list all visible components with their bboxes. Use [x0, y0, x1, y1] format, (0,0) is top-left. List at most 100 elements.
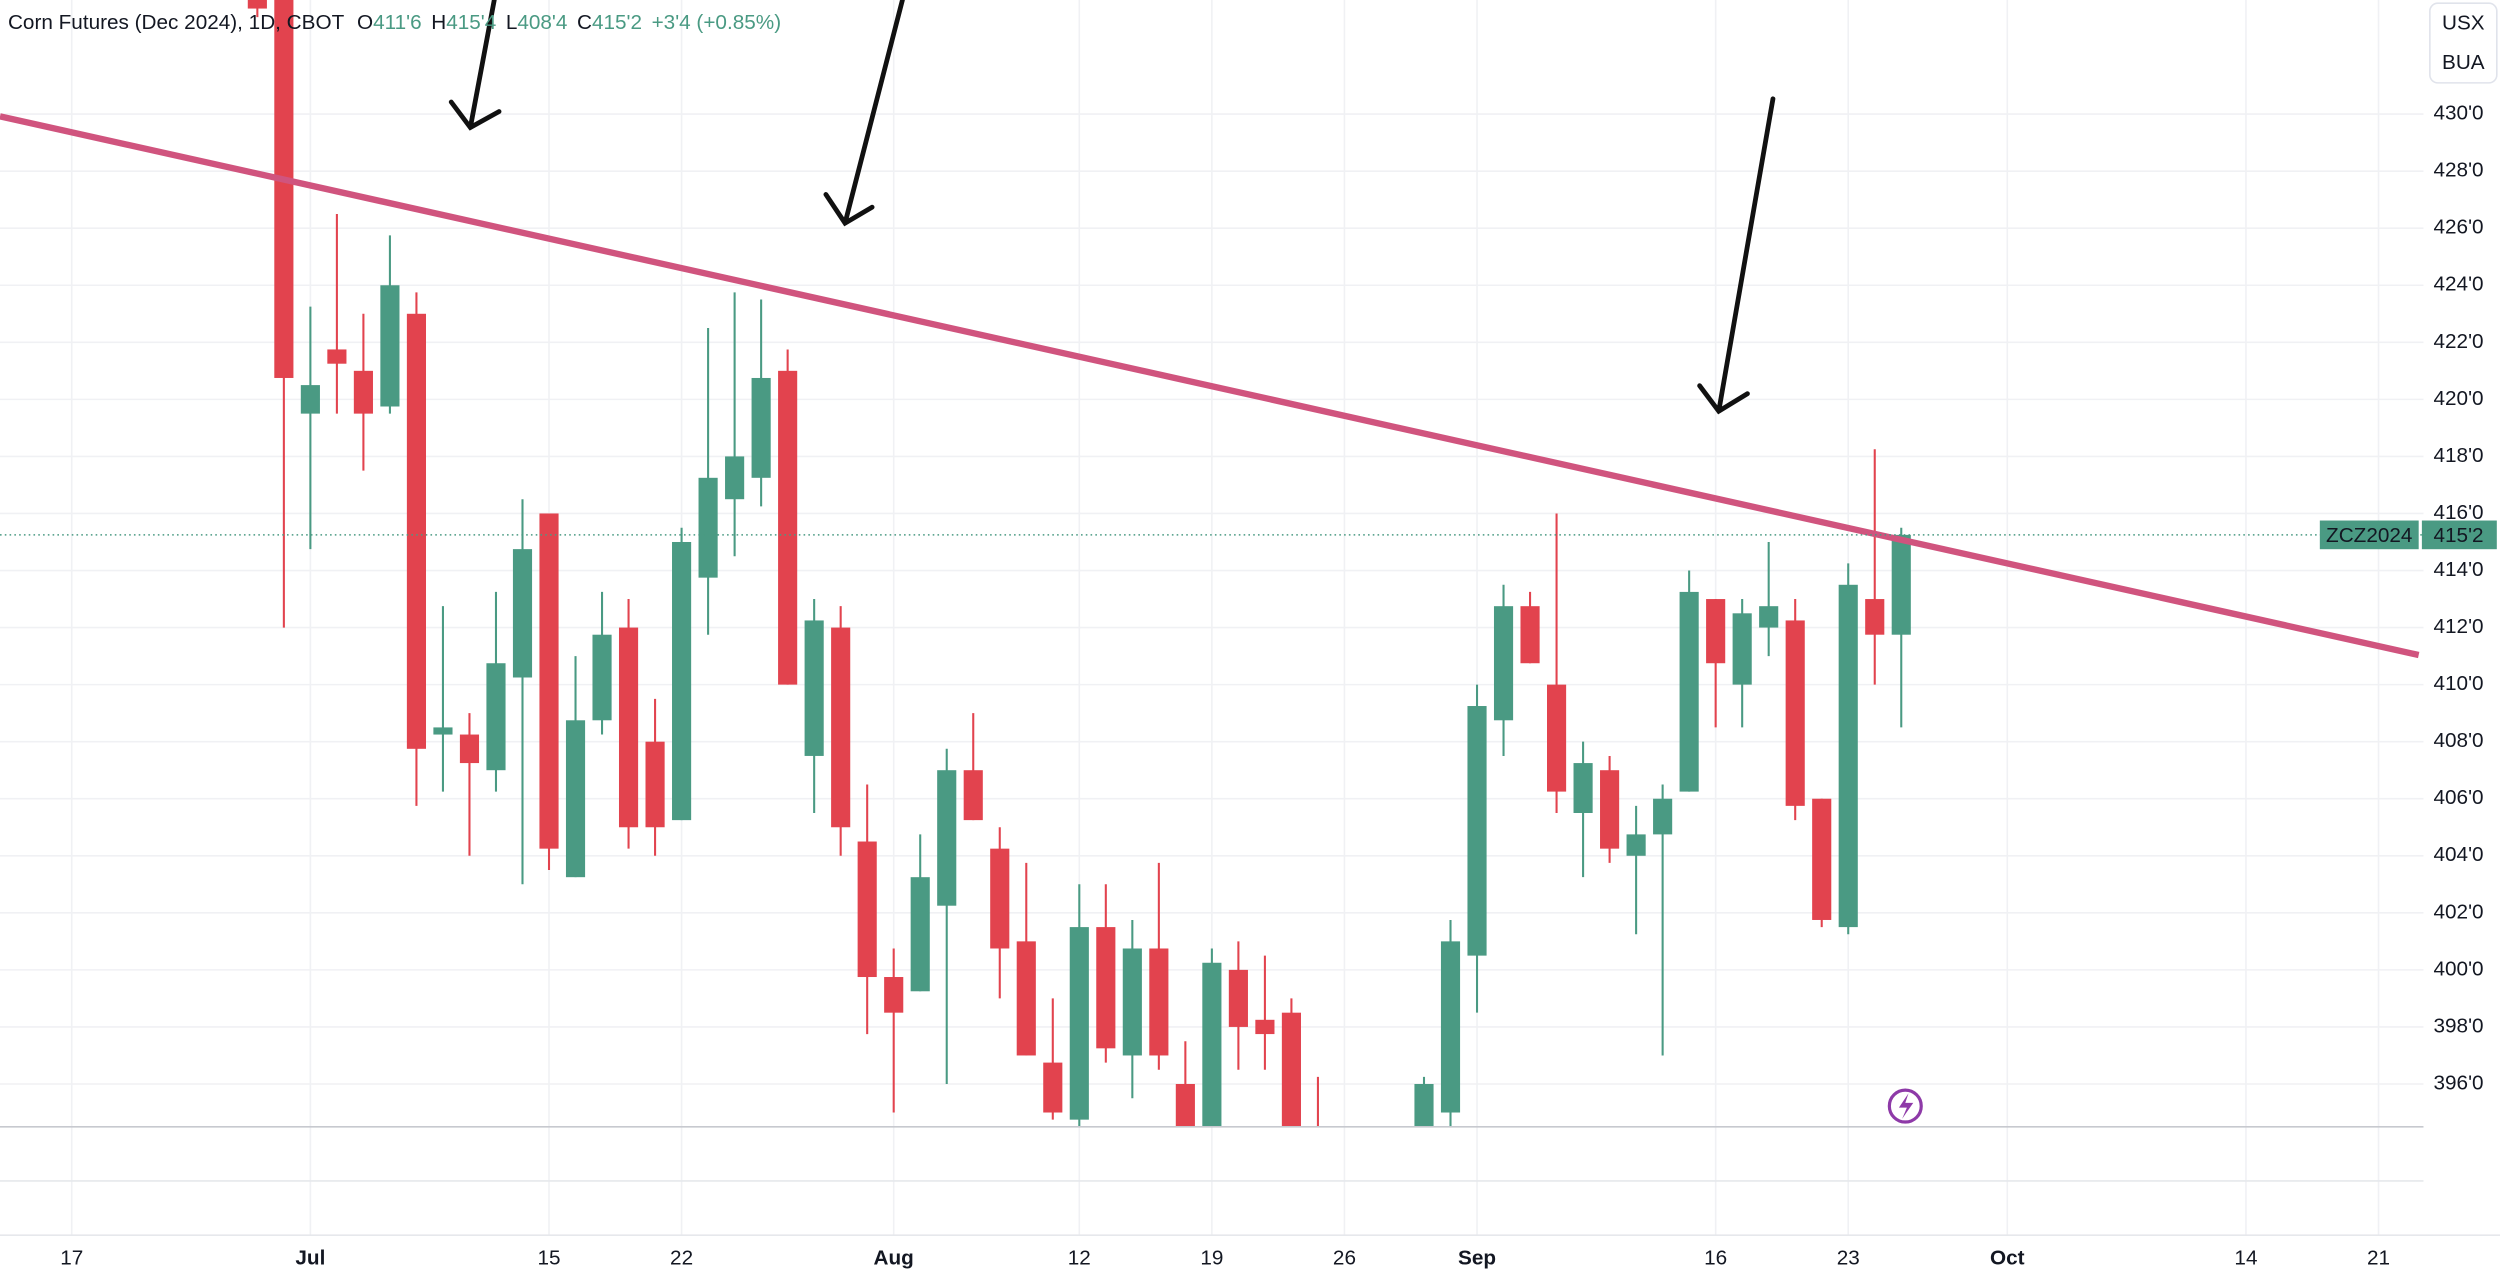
candle-body	[725, 456, 745, 500]
quote-value: 408'4	[517, 11, 567, 34]
arrow	[1697, 96, 1776, 415]
candle-body	[1547, 684, 1567, 792]
arrows	[448, 0, 1776, 415]
x-tick-label: 22	[670, 1247, 693, 1270]
candle-body	[1175, 1083, 1195, 1127]
candle-body	[1414, 1083, 1434, 1127]
y-tick-label: 416'0	[2434, 501, 2484, 524]
x-tick-label: 16	[1704, 1247, 1727, 1270]
x-tick-label: 23	[1837, 1247, 1860, 1270]
candles	[247, 0, 1911, 1227]
candle-body	[512, 549, 533, 678]
candle-body	[698, 477, 718, 578]
y-tick-label: 422'0	[2434, 330, 2484, 353]
candle-body	[804, 620, 824, 756]
y-tick-label: 424'0	[2434, 273, 2484, 296]
candle-body	[592, 634, 612, 721]
y-tick-label: 396'0	[2434, 1071, 2484, 1094]
y-tick-label: 400'0	[2434, 957, 2484, 980]
candle-body	[486, 663, 506, 771]
candle-body	[353, 370, 373, 414]
candle-body	[300, 385, 320, 414]
candle-body	[778, 370, 798, 685]
lightning-icon	[1887, 1088, 1923, 1124]
candle-body	[327, 349, 347, 364]
candle-body	[1785, 620, 1805, 806]
candle-body	[831, 627, 851, 828]
candle-body	[247, 0, 267, 9]
candle-body	[618, 627, 639, 828]
candle-body	[1653, 798, 1673, 835]
y-tick-label: 402'0	[2434, 900, 2484, 923]
x-tick-label: Sep	[1458, 1247, 1496, 1270]
y-tick-label: 430'0	[2434, 102, 2484, 125]
candle-body	[1493, 606, 1514, 721]
arrow	[823, 0, 905, 227]
chart-title: Corn Futures (Dec 2024), 1D, CBOT O411'6 H…	[8, 11, 781, 34]
y-tick-label: 414'0	[2434, 558, 2484, 581]
x-tick-label: 17	[60, 1247, 83, 1270]
quote-change: +3'4 (+0.85%)	[652, 11, 782, 34]
candle-body	[963, 770, 983, 821]
candle-body	[1122, 948, 1142, 1056]
candle-body	[1865, 599, 1885, 635]
x-tick-label: 21	[2367, 1247, 2390, 1270]
quote-key: C	[577, 11, 592, 34]
candle-body	[672, 541, 692, 821]
candle-body	[1520, 606, 1540, 664]
x-tick-label: 14	[2234, 1247, 2257, 1270]
quote-value: 415'2	[592, 11, 642, 34]
candle-body	[1016, 941, 1036, 1056]
y-tick-label: 404'0	[2434, 843, 2484, 866]
x-tick-label: 19	[1200, 1247, 1223, 1270]
unit: BUA	[2442, 51, 2485, 74]
y-tick-label: 408'0	[2434, 729, 2484, 752]
candle-body	[539, 513, 559, 849]
x-tick-label: 26	[1333, 1247, 1356, 1270]
candle-body	[1308, 1184, 1327, 1227]
x-tick-label: 15	[537, 1247, 560, 1270]
x-tick-label: Aug	[874, 1247, 914, 1270]
candle-body	[1679, 591, 1699, 792]
candle-body	[1440, 941, 1461, 1113]
candle-body	[884, 977, 904, 1013]
y-tick-label: 406'0	[2434, 786, 2484, 809]
candle-body	[406, 313, 427, 749]
candle-body	[990, 848, 1010, 949]
candle-body	[1600, 770, 1620, 849]
price-label: 415'2	[2434, 524, 2484, 547]
y-tick-label: 410'0	[2434, 672, 2484, 695]
trendline	[0, 113, 2420, 659]
quote-key: H	[431, 11, 446, 34]
candle-body	[857, 841, 877, 978]
candle-body	[1573, 763, 1593, 813]
candle-body	[1706, 599, 1726, 664]
quote-key: L	[506, 11, 518, 34]
candle-body	[1626, 834, 1646, 856]
candle-body	[645, 741, 665, 828]
candle-body	[910, 877, 930, 992]
y-tick-label: 398'0	[2434, 1014, 2484, 1037]
candle-body	[1255, 1019, 1275, 1035]
header: Corn Futures (Dec 2024), 1D, CBOT O411'6 H…	[8, 11, 781, 34]
y-tick-label: 418'0	[2434, 444, 2484, 467]
candle-body	[1759, 606, 1779, 628]
candle-body	[1812, 798, 1832, 920]
candle-body	[380, 285, 400, 407]
quote-key: O	[357, 11, 373, 34]
x-tick-label: Oct	[1990, 1247, 2025, 1270]
candle-body	[433, 727, 453, 735]
x-tick-label: Jul	[295, 1247, 325, 1270]
candle-body	[937, 770, 957, 906]
candle-body	[1043, 1062, 1063, 1113]
arrow	[448, 0, 502, 131]
y-tick-label: 412'0	[2434, 615, 2484, 638]
candle-body	[1838, 584, 1858, 928]
candle-body	[459, 734, 480, 764]
candle-body	[1149, 948, 1169, 1056]
candle-body	[1228, 969, 1248, 1027]
candle-body	[1732, 613, 1752, 685]
y-tick-label: 428'0	[2434, 159, 2484, 182]
candle-body	[1202, 962, 1222, 1127]
